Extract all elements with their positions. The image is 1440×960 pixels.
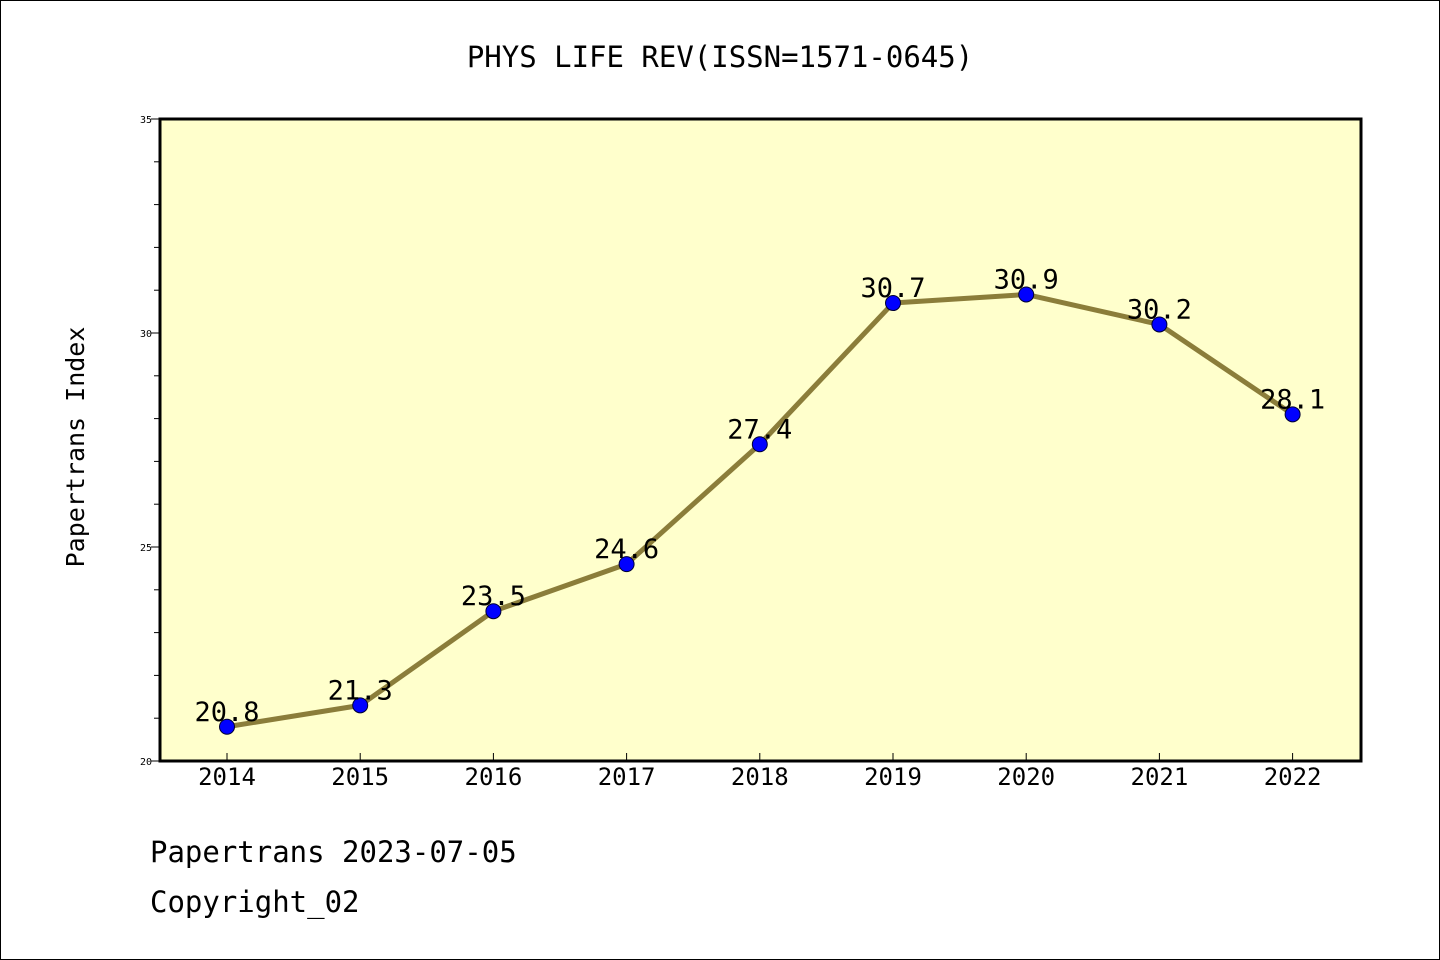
data-point [1018,286,1035,303]
x-tick-label: 2018 [731,763,789,791]
data-point [751,436,768,453]
data-point [485,603,502,620]
data-point [219,718,235,735]
y-tick-label: 30 [140,329,152,340]
data-point [1284,406,1301,423]
data-label: 30.2 [1127,294,1192,325]
x-tick-label: 2020 [997,763,1055,791]
footer-copyright-line: Copyright_02 [150,885,360,919]
x-tick-label: 2017 [598,763,656,791]
y-tick-label: 25 [140,543,152,554]
x-axis: 2014 2015 2016 2017 2018 2019 2020 2021 2022 [198,753,1321,791]
x-tick-label: 2021 [1131,763,1189,791]
series-layer [219,286,1301,735]
x-tick-label: 2022 [1264,763,1322,791]
data-labels-layer: 20.8 21.3 23.5 24.6 27.4 30.7 30.9 30.2 28.1 [194,264,1325,727]
data-label: 24.6 [594,534,659,565]
x-tick-label: 2019 [864,763,922,791]
data-point [1151,316,1168,333]
footer-date-line: Papertrans 2023-07-05 [150,835,517,869]
data-label: 30.9 [994,264,1059,295]
x-tick-label: 2014 [198,763,256,791]
data-label: 20.8 [194,697,259,728]
data-point [352,697,369,714]
x-tick-label: 2015 [331,763,389,791]
y-tick-label: 20 [140,757,152,768]
chart-title: PHYS LIFE REV(ISSN=1571-0645) [467,40,973,74]
y-axis-label: Papertrans Index [61,327,90,568]
y-axis: 20 25 30 35 [140,115,160,768]
data-label: 27.4 [727,414,792,445]
data-point [618,556,635,573]
data-point [885,295,901,312]
x-tick-label: 2016 [465,763,523,791]
data-label: 28.1 [1260,384,1325,415]
y-tick-label: 35 [140,115,152,126]
data-label: 30.7 [860,273,925,304]
data-label: 21.3 [328,675,393,706]
data-label: 23.5 [461,581,526,612]
